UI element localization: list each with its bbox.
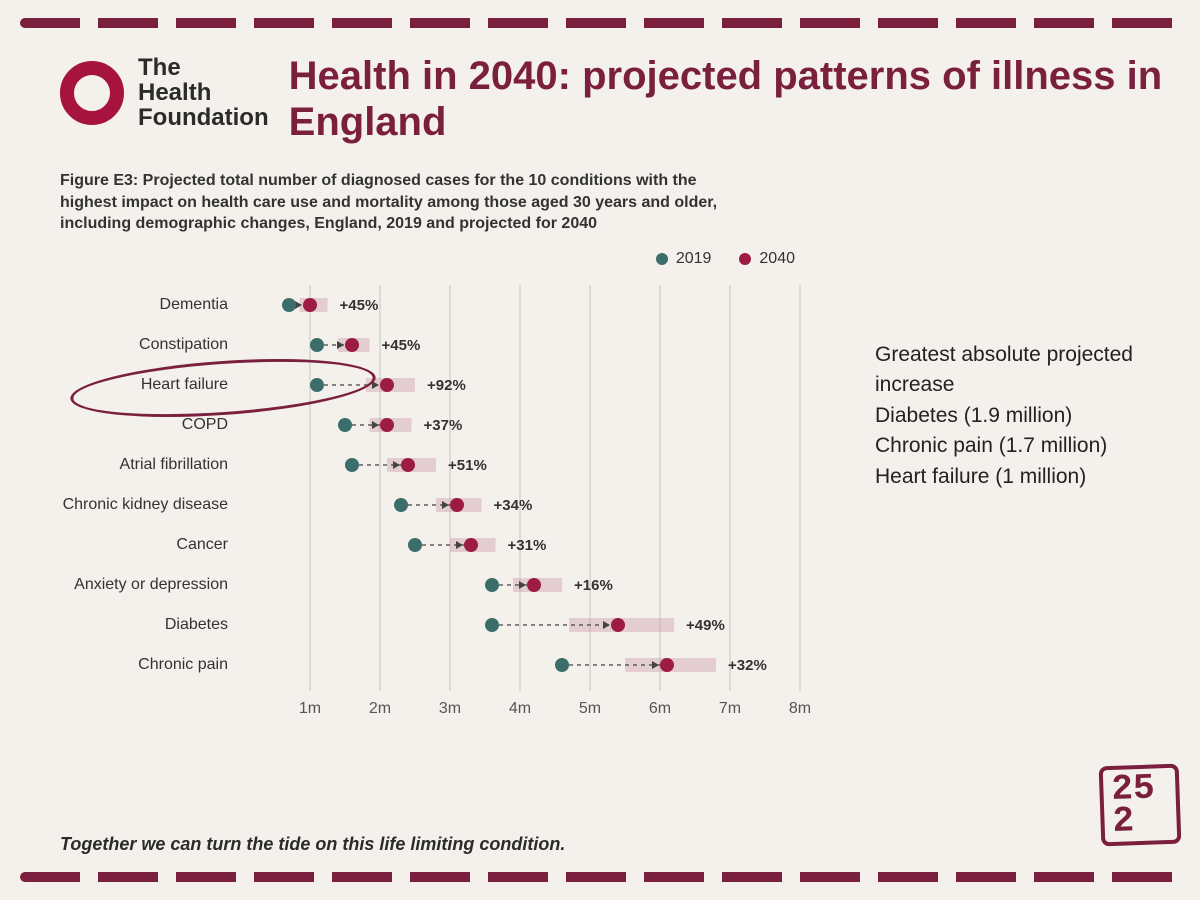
callout-line-1: Diabetes (1.9 million)	[875, 401, 1200, 431]
point-2040	[401, 458, 415, 472]
x-tick-label: 3m	[439, 700, 461, 717]
percent-change-label: +16%	[574, 577, 613, 594]
point-2019	[394, 498, 408, 512]
logo-ring-icon	[60, 61, 124, 125]
point-2040	[380, 418, 394, 432]
logo-line-3: Foundation	[138, 105, 269, 130]
x-tick-label: 1m	[299, 700, 321, 717]
x-tick-label: 8m	[789, 700, 811, 717]
logo: The Health Foundation	[60, 55, 269, 131]
point-2040	[527, 578, 541, 592]
callout-line-3: Heart failure (1 million)	[875, 462, 1200, 492]
percent-change-label: +49%	[686, 617, 725, 634]
row-label: COPD	[182, 416, 228, 433]
point-2019	[408, 538, 422, 552]
legend-label-2040: 2040	[759, 250, 795, 268]
percent-change-label: +45%	[340, 297, 379, 314]
x-tick-label: 7m	[719, 700, 741, 717]
decorative-top-border	[20, 18, 1180, 28]
dumbbell-chart: 1m 2m 3m 4m 5m 6m 7m 8m Dementia +45% Constipation…	[60, 285, 820, 755]
callout-line-2: Chronic pain (1.7 million)	[875, 431, 1200, 461]
point-2019	[485, 578, 499, 592]
logo-line-1: The	[138, 55, 269, 80]
point-2040	[464, 538, 478, 552]
point-2019	[310, 378, 324, 392]
point-2040	[345, 338, 359, 352]
point-2019	[310, 338, 324, 352]
legend-dot-2019	[656, 253, 668, 265]
percent-change-label: +32%	[728, 657, 767, 674]
row-label: Chronic kidney disease	[63, 496, 229, 513]
footer-tagline: Together we can turn the tide on this li…	[60, 834, 565, 855]
percent-change-label: +51%	[448, 457, 487, 474]
header: The Health Foundation Health in 2040: pr…	[60, 55, 1170, 145]
row-label: Heart failure	[141, 376, 228, 393]
legend-dot-2040	[739, 253, 751, 265]
x-tick-label: 5m	[579, 700, 601, 717]
percent-change-label: +37%	[424, 417, 463, 434]
point-2040	[660, 658, 674, 672]
point-2019	[282, 298, 296, 312]
point-2040	[450, 498, 464, 512]
point-2040	[303, 298, 317, 312]
stamp-line-2: 2	[1112, 805, 1135, 838]
row-label: Anxiety or depression	[74, 576, 228, 593]
decorative-bottom-border	[20, 872, 1180, 882]
logo-text: The Health Foundation	[138, 55, 269, 131]
legend-item-2019: 2019	[656, 250, 712, 268]
percent-change-label: +45%	[382, 337, 421, 354]
chart-legend: 2019 2040	[656, 250, 795, 268]
percent-change-label: +92%	[427, 377, 466, 394]
slide-title: Health in 2040: projected patterns of il…	[289, 53, 1170, 145]
row-label: Diabetes	[165, 616, 228, 633]
percent-change-label: +34%	[494, 497, 533, 514]
point-2019	[345, 458, 359, 472]
callout-text: Greatest absolute projected increase Dia…	[875, 340, 1200, 492]
x-tick-label: 2m	[369, 700, 391, 717]
percent-change-label: +31%	[508, 537, 547, 554]
point-2019	[485, 618, 499, 632]
row-label: Cancer	[176, 536, 228, 553]
slide-root: The Health Foundation Health in 2040: pr…	[0, 0, 1200, 900]
x-tick-label: 4m	[509, 700, 531, 717]
point-2019	[338, 418, 352, 432]
legend-label-2019: 2019	[676, 250, 712, 268]
row-label: Atrial fibrillation	[120, 456, 228, 473]
point-2019	[555, 658, 569, 672]
x-tick-label: 6m	[649, 700, 671, 717]
figure-caption: Figure E3: Projected total number of dia…	[60, 170, 740, 235]
chart-svg: 1m 2m 3m 4m 5m 6m 7m 8m Dementia +45% Constipation…	[60, 285, 820, 735]
row-label: Constipation	[139, 336, 228, 353]
callout-heading: Greatest absolute projected increase	[875, 340, 1200, 401]
point-2040	[380, 378, 394, 392]
point-2040	[611, 618, 625, 632]
corner-stamp: 25 2	[1099, 764, 1182, 847]
row-label: Chronic pain	[138, 656, 228, 673]
row-label: Dementia	[160, 296, 229, 313]
legend-item-2040: 2040	[739, 250, 795, 268]
logo-line-2: Health	[138, 80, 269, 105]
